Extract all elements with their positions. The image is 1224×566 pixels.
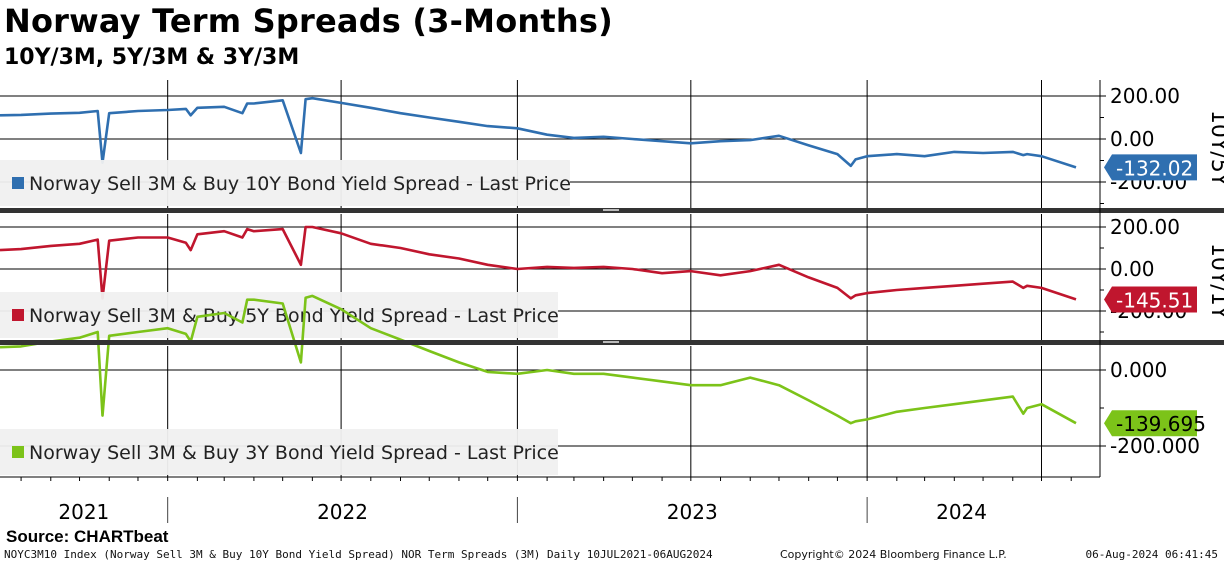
last-value-label: -145.51 bbox=[1116, 288, 1193, 312]
y-tick-label: -200.000 bbox=[1110, 434, 1200, 458]
x-tick-label: 2022 bbox=[317, 500, 368, 524]
last-value-tag bbox=[1104, 154, 1197, 181]
legend-swatch bbox=[12, 309, 24, 321]
last-value-label: -132.02 bbox=[1116, 156, 1193, 180]
series-line bbox=[0, 96, 1077, 169]
legend-box bbox=[0, 292, 558, 338]
last-value-label: -139.695 bbox=[1116, 412, 1206, 436]
y-tick-label: 0.00 bbox=[1110, 127, 1155, 151]
legend-label: Norway Sell 3M & Buy 5Y Bond Yield Sprea… bbox=[29, 305, 559, 327]
legend-box bbox=[0, 160, 570, 206]
x-tick-label: 2021 bbox=[58, 500, 109, 524]
y-tick-label: 200.00 bbox=[1110, 215, 1180, 239]
x-tick-label: 2023 bbox=[667, 500, 718, 524]
legend-swatch bbox=[12, 177, 24, 189]
source-note: Source: CHARTbeat bbox=[6, 527, 169, 546]
y-tick-label: 200.00 bbox=[1110, 84, 1180, 108]
series-line bbox=[0, 294, 1077, 425]
footer-timestamp: 06-Aug-2024 06:41:45 bbox=[1085, 548, 1218, 561]
panel-separator-grip bbox=[603, 209, 619, 211]
panel-side-label: 10Y/5Y bbox=[1206, 110, 1224, 187]
last-value-tag bbox=[1104, 410, 1197, 437]
series-line bbox=[0, 225, 1077, 301]
legend-box bbox=[0, 429, 558, 475]
x-tick-label: 2024 bbox=[936, 500, 987, 524]
legend-label: Norway Sell 3M & Buy 3Y Bond Yield Sprea… bbox=[29, 442, 559, 464]
y-tick-label: 0.00 bbox=[1110, 257, 1155, 281]
chart-title: Norway Term Spreads (3-Months) bbox=[4, 2, 613, 40]
y-tick-label: 0.000 bbox=[1110, 358, 1167, 382]
legend-label: Norway Sell 3M & Buy 10Y Bond Yield Spre… bbox=[29, 173, 571, 195]
footer-copyright: Copyright© 2024 Bloomberg Finance L.P. bbox=[780, 548, 1007, 561]
last-value-tag bbox=[1104, 286, 1197, 313]
panel-side-label: 10Y/1Y bbox=[1206, 243, 1224, 320]
panel-separator-grip bbox=[603, 341, 619, 343]
footer-index-description: NOYC3M10 Index (Norway Sell 3M & Buy 10Y… bbox=[4, 548, 713, 561]
panel-3: 0.000 -200.000 Norway Sell 3M & Buy 3Y Bon… bbox=[0, 294, 1206, 477]
legend-swatch bbox=[12, 446, 24, 458]
chart-subtitle: 10Y/3M, 5Y/3M & 3Y/3M bbox=[4, 45, 300, 70]
